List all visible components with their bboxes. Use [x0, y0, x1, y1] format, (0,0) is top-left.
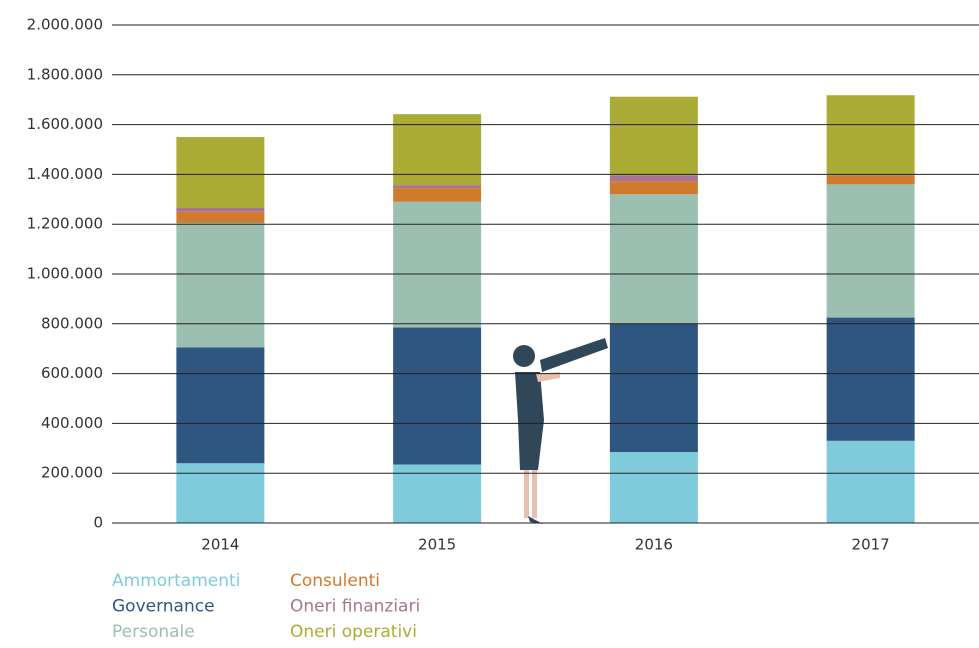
bar-segment: [609, 452, 698, 523]
bar-segment: [609, 175, 698, 182]
legend-label: Ammortamenti: [112, 571, 240, 591]
bar-segment: [393, 188, 482, 202]
legend-label: Personale: [112, 622, 195, 642]
bar-segment: [609, 96, 698, 176]
y-tick-label: 1.200.000: [27, 215, 103, 233]
legend-label: Oneri operativi: [290, 622, 417, 642]
y-tick-label: 1.800.000: [27, 65, 103, 83]
y-tick-label: 800.000: [41, 314, 103, 332]
legend-label: Governance: [112, 597, 215, 617]
bar-segment: [176, 137, 265, 209]
y-tick-label: 600.000: [41, 364, 103, 382]
bar-segment: [826, 184, 915, 318]
y-tick-label: 2.000.000: [27, 16, 103, 34]
illustration: [513, 338, 608, 524]
bar-segment: [393, 201, 482, 328]
legend-label: Oneri finanziari: [290, 597, 420, 617]
bar-segment: [826, 317, 915, 441]
bar-segment: [176, 463, 265, 523]
bar-segment: [393, 114, 482, 186]
y-tick-label: 1.400.000: [27, 165, 103, 183]
x-tick-label: 2015: [418, 536, 456, 554]
y-tick-label: 1.000.000: [27, 265, 103, 283]
y-tick-label: 400.000: [41, 414, 103, 432]
bar-segment: [826, 440, 915, 523]
bar-segment: [826, 95, 915, 175]
bar-segment: [609, 194, 698, 324]
bar-segment: [826, 175, 915, 185]
bar-segment: [176, 222, 265, 348]
y-tick-label: 200.000: [41, 464, 103, 482]
y-tick-label: 0: [93, 514, 103, 532]
bar-segment: [176, 208, 265, 212]
x-tick-label: 2014: [201, 536, 239, 554]
legend-label: Consulenti: [290, 571, 380, 591]
bar-segment: [826, 174, 915, 176]
bar-segment: [393, 185, 482, 189]
bar-segment: [609, 323, 698, 453]
x-tick-label: 2017: [852, 536, 890, 554]
bar-segment: [609, 181, 698, 195]
x-tick-label: 2016: [635, 536, 673, 554]
bar-segment: [176, 211, 265, 223]
bar-segment: [176, 347, 265, 464]
bar-segment: [393, 327, 482, 465]
bar-segment: [393, 464, 482, 523]
y-tick-label: 1.600.000: [27, 115, 103, 133]
